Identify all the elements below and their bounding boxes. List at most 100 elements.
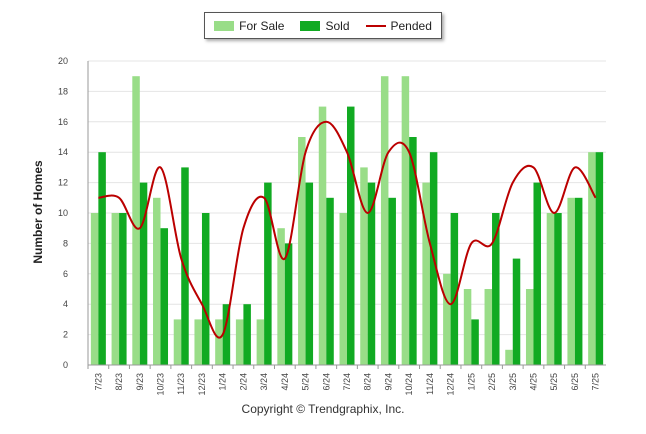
legend-item-sold[interactable]: Sold [300,18,350,33]
bar-for-sale [546,213,555,365]
x-tick-label: 2/24 [238,373,248,391]
y-axis-label: Number of Homes [31,160,45,264]
bar-for-sale [194,319,202,365]
y-tick-label: 0 [63,360,68,370]
x-tick-label: 8/24 [363,373,373,391]
bar-for-sale [567,197,575,365]
bar-sold [201,213,210,365]
x-tick-label: 11/23 [176,373,186,395]
bar-sold [243,304,251,365]
bar-sold [388,197,396,365]
x-tick-label: 12/23 [197,373,207,396]
y-tick-label: 2 [63,330,68,340]
bar-sold [492,213,500,365]
bar-sold [264,182,272,365]
bar-for-sale [90,213,99,365]
y-tick-label: 4 [63,299,68,309]
legend-label-for-sale: For Sale [239,18,285,33]
bar-for-sale [318,106,327,365]
bar-sold [139,182,148,365]
x-tick-label: 5/25 [549,373,559,391]
bar-sold [533,182,541,365]
pended-line [98,120,597,339]
bar-for-sale [256,319,265,365]
x-tick-label: 7/24 [342,373,352,391]
y-tick-label: 6 [63,269,68,279]
bar-for-sale [422,182,430,365]
bar-for-sale [215,319,223,365]
legend: For Sale Sold Pended [204,12,442,39]
bar-for-sale [277,228,285,365]
bar-for-sale [235,319,244,365]
bar-for-sale [339,213,347,365]
bar-sold [347,106,355,365]
pended-swatch [365,24,386,27]
bar-for-sale [360,167,368,365]
bar-sold [450,213,459,365]
legend-label-sold: Sold [325,18,350,33]
bar-sold [512,258,521,365]
x-tick-label: 9/23 [135,373,145,391]
x-tick-label: 1/24 [218,373,228,391]
bar-sold [222,304,231,365]
x-tick-label: 6/25 [570,373,580,391]
bar-for-sale [153,197,161,365]
x-tick-label: 10/23 [156,373,166,396]
for-sale-swatch [214,20,235,31]
bar-sold [595,152,604,365]
x-tick-label: 8/23 [114,373,124,391]
y-tick-label: 20 [58,56,68,66]
bar-for-sale [443,273,451,365]
pended-line-group [98,120,597,339]
bar-sold [471,319,479,365]
x-tick-label: 2/25 [487,373,497,391]
y-tick-label: 14 [58,147,68,157]
bar-for-sale [484,289,493,365]
bar-sold [554,213,562,365]
x-tick-label: 1/25 [466,373,476,391]
bar-for-sale [588,152,596,365]
y-tick-label: 18 [58,86,68,96]
x-tick-label: 7/25 [591,373,601,391]
legend-item-for-sale[interactable]: For Sale [214,19,284,33]
copyright-text: Copyright © Trendgraphix, Inc. [241,402,405,416]
bars [90,76,604,365]
sold-swatch [300,20,321,31]
legend-item-pended[interactable]: Pended [365,18,432,33]
bar-for-sale [132,76,140,365]
bar-for-sale [173,319,182,365]
x-tick-label: 10/24 [404,373,414,396]
x-tick-label: 12/24 [446,373,456,396]
bar-for-sale [505,349,513,365]
bar-for-sale [380,76,389,365]
x-tick-label: 9/24 [383,373,393,391]
bar-for-sale [401,76,410,365]
x-tick-label: 6/24 [321,373,331,391]
bar-sold [574,197,583,365]
bar-sold [326,197,334,365]
bar-for-sale [111,213,120,365]
x-tick-label: 3/24 [259,373,269,391]
bar-sold [160,228,169,365]
y-tick-label: 8 [63,238,68,248]
bar-for-sale [463,289,472,365]
x-tick-label: 3/25 [508,373,518,391]
bar-sold [119,213,127,365]
bar-sold [409,137,417,365]
y-tick-label: 16 [58,117,68,127]
y-tick-label: 10 [58,208,68,218]
legend-label-pended: Pended [390,18,432,33]
y-tick-label: 12 [58,178,68,188]
x-tick-label: 4/25 [528,373,538,391]
x-tick-label: 7/23 [93,373,103,391]
bar-sold [367,182,376,365]
bar-for-sale [525,289,534,365]
bar-for-sale [298,137,306,365]
bar-sold [305,182,314,365]
x-tick-label: 11/24 [425,373,435,395]
axes: 0 2 4 6 8 10 12 14 16 18 20 7/23 8/23 9/23 10/23 11/23 1… [58,56,606,396]
x-tick-label: 4/24 [280,373,290,391]
bar-sold [181,167,189,365]
bar-sold [284,243,293,365]
